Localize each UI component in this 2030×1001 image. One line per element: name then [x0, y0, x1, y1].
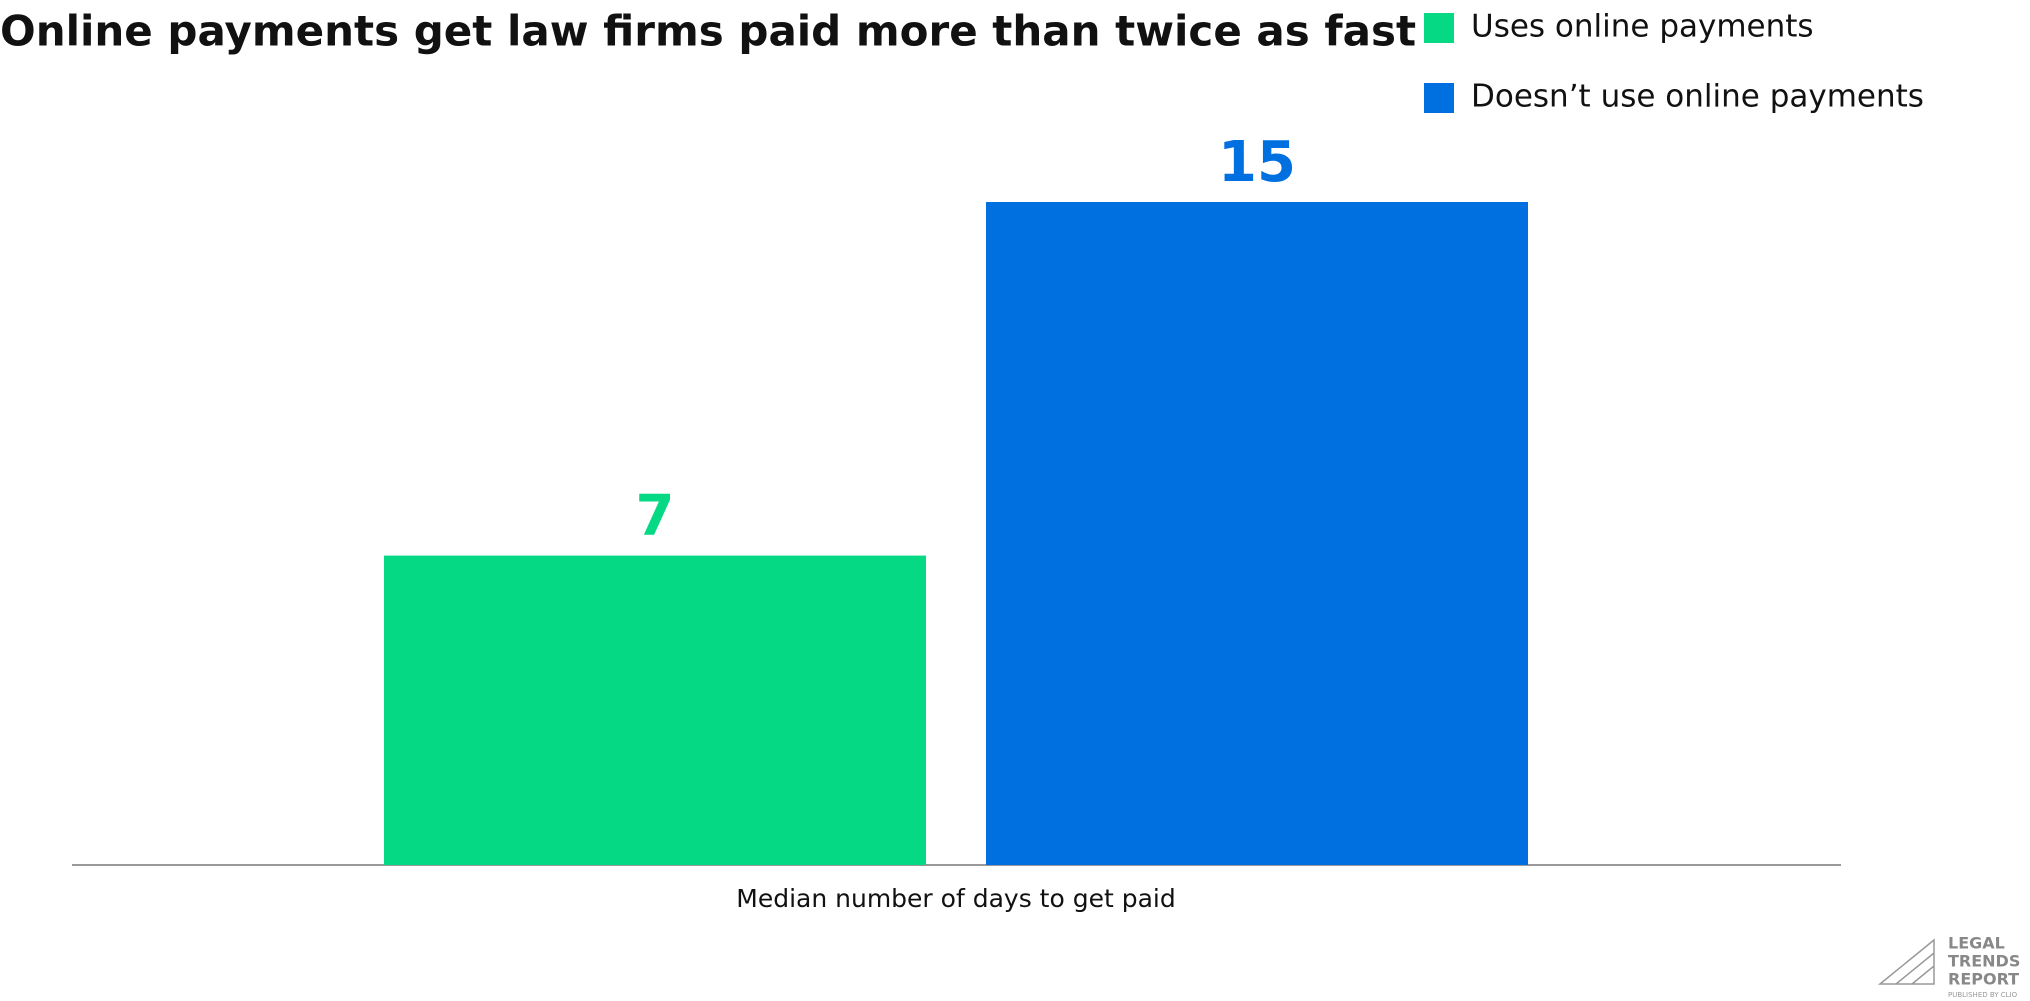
value-label: 15: [1218, 130, 1296, 195]
x-axis-label: Median number of days to get paid: [736, 884, 1175, 913]
logo-text: LEGAL: [1948, 934, 2005, 953]
logo-text: REPORT: [1948, 970, 2019, 989]
legend-swatch: [1424, 13, 1454, 43]
logo-byline: PUBLISHED BY CLIO: [1948, 991, 2018, 999]
legend-swatch: [1424, 83, 1454, 113]
bar: [986, 202, 1528, 865]
legend-label: Doesn’t use online payments: [1471, 79, 1924, 115]
logo-icon: [1877, 938, 1935, 985]
chart-title: Online payments get law firms paid more …: [0, 7, 1416, 56]
logo: LEGAL TRENDS REPORT PUBLISHED BY CLIO: [1877, 934, 2020, 999]
value-label: 7: [636, 484, 675, 549]
logo-text: TRENDS: [1948, 952, 2020, 971]
bar: [384, 555, 926, 865]
legend-label: Uses online payments: [1471, 9, 1814, 45]
